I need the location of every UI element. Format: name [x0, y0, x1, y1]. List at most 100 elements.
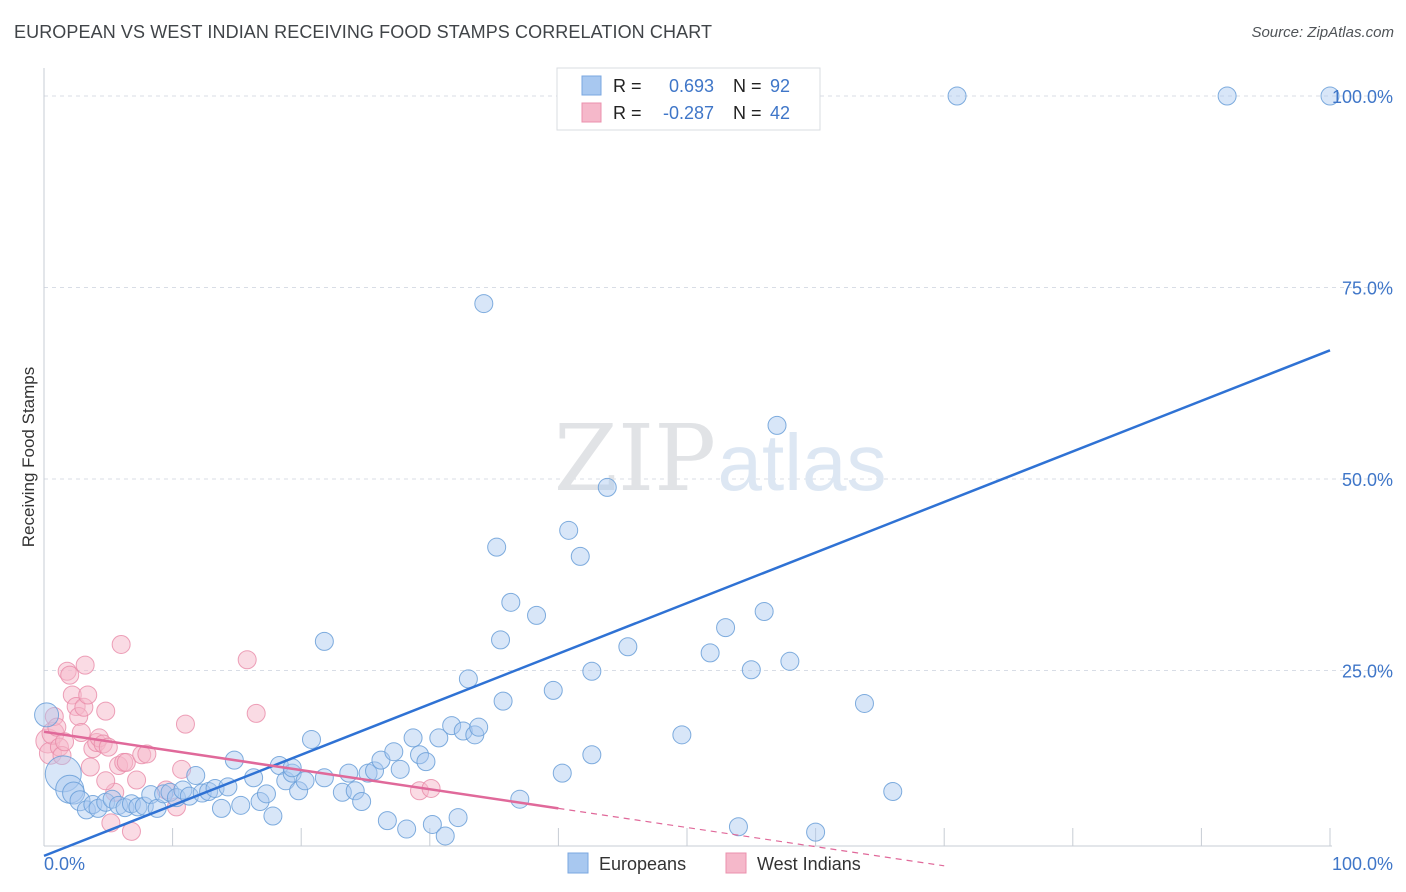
legend-swatch-west-indians [581, 102, 602, 123]
y-tick-label: 100.0% [1332, 87, 1393, 107]
bottom-legend-label-west-indians: West Indians [757, 854, 861, 874]
legend-n-value-west-indians: 42 [770, 103, 790, 123]
europeans-point [543, 680, 563, 700]
europeans-point [570, 546, 590, 566]
stats-legend: R = 0.693 N = 92 R = -0.287 N = 42 [556, 67, 821, 131]
legend-swatch-europeans [581, 75, 602, 96]
west-indians-point [60, 665, 80, 685]
y-tick-label: 75.0% [1342, 279, 1393, 299]
y-tick-label: 50.0% [1342, 470, 1393, 490]
grid-layer [44, 95, 1392, 671]
europeans-point [88, 798, 108, 818]
europeans-point [263, 806, 283, 826]
axis-layer [43, 68, 1332, 847]
europeans-trendline [43, 349, 1331, 858]
europeans-point [780, 651, 800, 671]
y-tick-label: 25.0% [1342, 662, 1393, 682]
europeans-point [390, 759, 410, 779]
west-indians-point [55, 732, 75, 752]
bottom-legend-swatch-west-indians [725, 852, 747, 874]
europeans-point [314, 631, 334, 651]
europeans-point [672, 725, 692, 745]
europeans-point [250, 791, 270, 811]
tick-label-layer: 25.0% 50.0% 75.0% 100.0% 0.0% 100.0% [44, 87, 1393, 874]
west-indians-point [172, 759, 192, 779]
west-indians-point [237, 650, 257, 670]
legend-r-value-europeans: 0.693 [669, 76, 714, 96]
europeans-point [377, 811, 397, 831]
legend-r-value-west-indians: -0.287 [663, 103, 714, 123]
europeans-point [487, 537, 507, 557]
europeans-point [384, 742, 404, 762]
europeans-point [453, 721, 473, 741]
europeans-point [1320, 86, 1340, 106]
europeans-point [510, 789, 530, 809]
west-indians-trendline [43, 730, 559, 810]
europeans-point [618, 637, 638, 657]
x-tick-label: 0.0% [44, 854, 85, 874]
europeans-point [1217, 86, 1237, 106]
europeans-point [716, 618, 736, 638]
europeans-point [435, 826, 455, 846]
europeans-point [429, 728, 449, 748]
west-indians-point [175, 714, 195, 734]
europeans-point [552, 763, 572, 783]
europeans-point [345, 781, 365, 801]
europeans-point [493, 691, 513, 711]
europeans-point [559, 520, 579, 540]
europeans-point [501, 592, 521, 612]
legend-n-label-west-indians: N = [733, 103, 762, 123]
west-indians-point [96, 701, 116, 721]
legend-n-value-europeans: 92 [770, 76, 790, 96]
europeans-point [806, 822, 826, 842]
west-indians-point [75, 655, 95, 675]
legend-n-label-europeans: N = [733, 76, 762, 96]
europeans-point [211, 798, 231, 818]
bottom-legend-swatch-europeans [567, 852, 589, 874]
europeans-point [491, 630, 511, 650]
europeans-point [741, 660, 761, 680]
bottom-legend-label-europeans: Europeans [599, 854, 686, 874]
europeans-point [231, 795, 251, 815]
europeans-point [256, 784, 276, 804]
x-tick-label: 100.0% [1332, 854, 1393, 874]
europeans-point [597, 477, 617, 497]
europeans-point [527, 605, 547, 625]
europeans-point [416, 752, 436, 772]
europeans-point [474, 294, 494, 314]
europeans-point [582, 745, 602, 765]
europeans-point [154, 784, 174, 804]
watermark-zip: ZIP [554, 405, 716, 512]
west-indians-point [127, 770, 147, 790]
europeans-point [947, 86, 967, 106]
europeans-point [339, 763, 359, 783]
legend-r-label-west-indians: R = [613, 103, 642, 123]
europeans-point [728, 817, 748, 837]
chart-source: Source: ZipAtlas.com [1251, 24, 1394, 41]
europeans-point [767, 415, 787, 435]
trend-layer [43, 349, 1331, 867]
europeans-point [352, 791, 372, 811]
europeans-point [34, 702, 60, 728]
europeans-point [448, 808, 468, 828]
west-indians-points [35, 634, 441, 841]
west-indians-point [80, 757, 100, 777]
europeans-point [301, 729, 321, 749]
europeans-point [69, 790, 91, 812]
europeans-point [883, 782, 903, 802]
watermark-atlas: atlas [718, 418, 887, 507]
west-indians-point [116, 752, 136, 772]
europeans-point [754, 602, 774, 622]
europeans-point [403, 728, 423, 748]
europeans-point [186, 765, 206, 785]
chart-title: EUROPEAN VS WEST INDIAN RECEIVING FOOD S… [14, 22, 713, 42]
series-legend: Europeans West Indians [567, 852, 861, 874]
west-indians-point [111, 634, 131, 654]
europeans-point [128, 797, 148, 817]
europeans-point [397, 819, 417, 839]
europeans-point [289, 781, 309, 801]
europeans-point [422, 814, 442, 834]
europeans-point [44, 755, 82, 793]
europeans-point [854, 693, 874, 713]
